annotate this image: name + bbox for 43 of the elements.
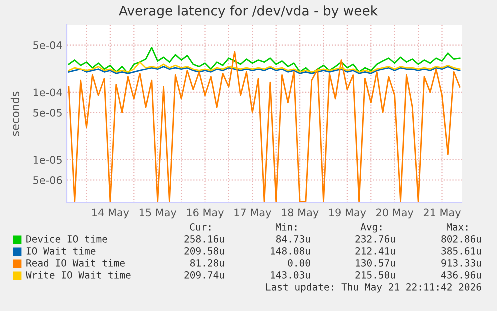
x-tick-label: 18 May	[282, 208, 319, 219]
text: 232.76u	[356, 235, 396, 243]
line-series	[68, 62, 461, 73]
text: Last update: Thu May 21 22:11:42 2026	[266, 283, 482, 293]
x-tick-label: 14 May	[92, 208, 130, 219]
x-tick-label: 20 May	[376, 208, 414, 219]
x-tick-label: 16 May	[187, 208, 224, 219]
text: 385.61u	[442, 247, 482, 255]
text: 143.03u	[271, 271, 310, 279]
text: 258.16u	[184, 235, 224, 243]
text: Cur:	[190, 223, 211, 231]
line-series	[68, 66, 461, 74]
legend-label: IO Wait time	[26, 247, 96, 255]
y-tick-label: 1e-04	[34, 88, 62, 97]
text: 84.73u	[276, 235, 310, 243]
text: 215.50u	[356, 271, 396, 279]
y-tick-label: 5e-04	[34, 42, 62, 50]
text: 212.41u	[356, 247, 396, 255]
text: Min:	[276, 223, 297, 231]
text: 436.96u	[442, 271, 482, 279]
chart-title: Average latency for /dev/vda - by week	[119, 6, 378, 18]
text: Avg:	[360, 224, 382, 233]
y-axis-title: seconds	[10, 92, 20, 136]
x-tick-label: 15 May	[140, 208, 177, 219]
legend-label: Device IO time	[26, 235, 108, 243]
text: 0.00	[288, 259, 310, 267]
text: 802.86u	[442, 235, 482, 243]
y-tick-label: 5e-06	[34, 176, 62, 184]
text: 209.74u	[184, 271, 224, 279]
y-tick-label: 1e-05	[34, 156, 62, 164]
legend-label: Write IO Wait time	[26, 271, 131, 279]
text: 913.33u	[442, 259, 482, 267]
y-tick-label: 5e-05	[34, 109, 62, 117]
text: 81.28u	[190, 259, 224, 267]
x-tick-label: 21 May	[424, 208, 461, 219]
text: 148.08u	[271, 247, 310, 255]
text: 209.58u	[184, 247, 224, 255]
text: Max:	[446, 224, 468, 231]
x-tick-label: 19 May	[330, 208, 366, 219]
x-tick-label: 17 May	[234, 208, 272, 219]
legend-label: Read IO Wait time	[26, 259, 125, 267]
line-series	[68, 47, 461, 74]
text: 130.57u	[356, 259, 396, 267]
